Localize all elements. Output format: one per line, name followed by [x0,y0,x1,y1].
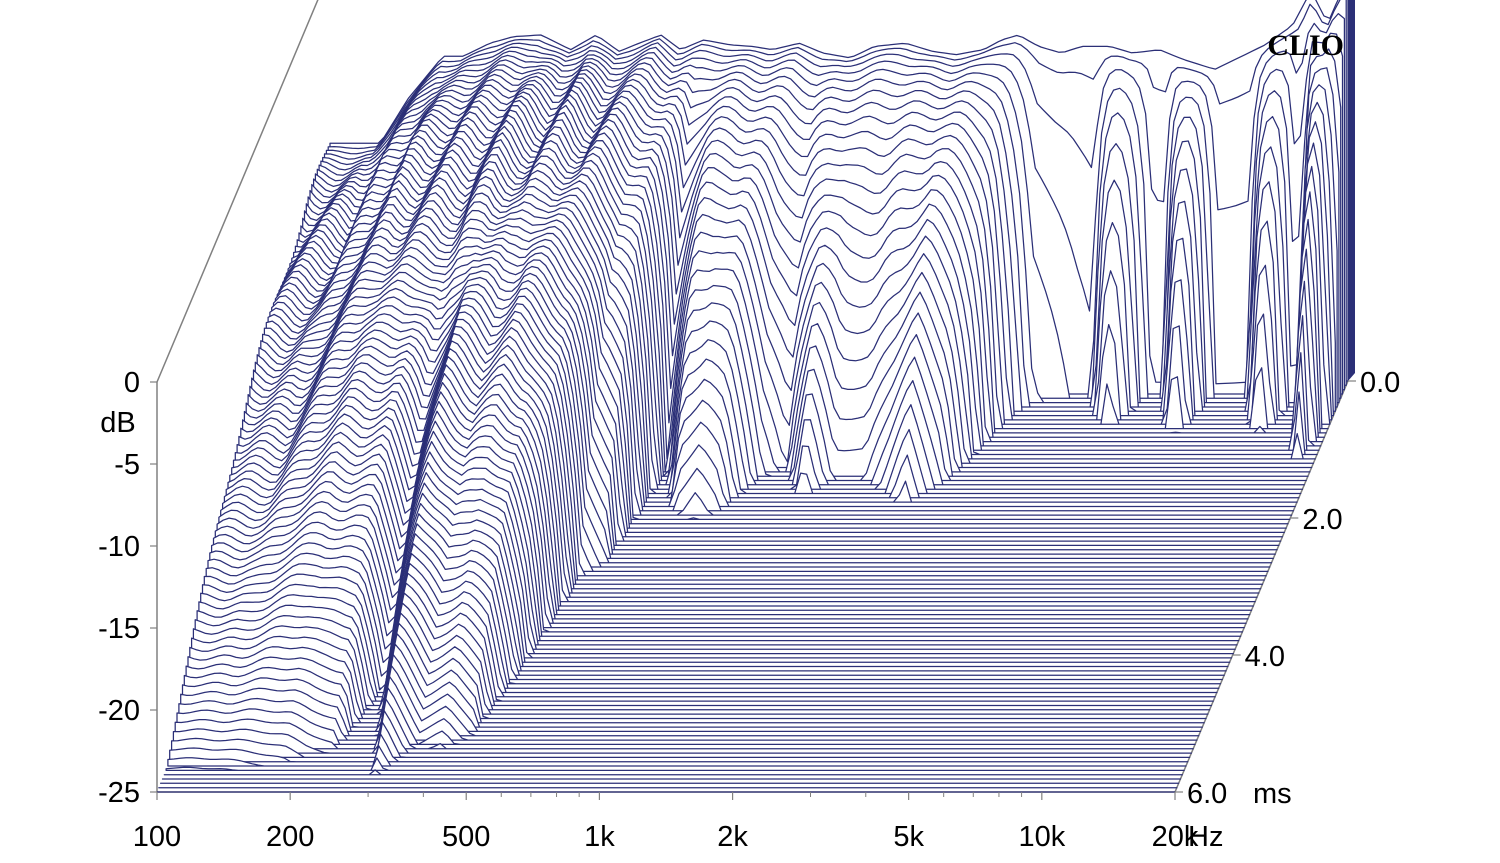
time-axis-line [1174,380,1349,793]
decay-slice [167,745,1187,767]
back-left-edge [156,0,319,383]
decay-slice [180,665,1200,737]
freq-tick-label: 500 [442,821,490,853]
x-axis-unit: Hz [1188,821,1223,853]
spectrum-side-wall [1348,0,1355,381]
db-tick-label: -25 [98,777,140,809]
freq-tick-label: 2k [717,821,748,853]
decay-slice [163,769,1183,776]
db-tick-label: 0 [124,367,140,399]
db-tick-label: -15 [98,613,140,645]
decay-slice [169,733,1189,763]
decay-slice [165,757,1185,772]
freq-tick-label: 1k [584,821,615,853]
time-tick-label: 0.0 [1360,367,1400,399]
time-tick-label: 4.0 [1245,641,1285,673]
axis-tick-labels: 100 200 500 1k 2k 5k 10k 20k 0 -5 -10 -15 -20 -25 0.0 2… [98,367,1400,853]
freq-tick-label: 5k [893,821,924,853]
freq-tick-label: 10k [1018,821,1065,853]
brand-logo: CLIO [1267,29,1344,62]
decay-slice [170,721,1191,759]
db-tick-label: -20 [98,695,140,727]
db-tick-label: -10 [98,531,140,563]
time-tick-label: 6.0 [1187,778,1227,810]
decay-slices [156,0,1355,793]
db-tick-label: -5 [114,449,140,481]
freq-tick-label: 100 [133,821,181,853]
freq-tick-label: 20k [1152,821,1199,853]
freq-tick-label: 200 [266,821,314,853]
time-tick-label: 2.0 [1302,504,1342,536]
y-axis-unit: dB [100,407,135,439]
t-axis-unit: ms [1253,778,1292,810]
axis-ticks [150,380,1356,800]
